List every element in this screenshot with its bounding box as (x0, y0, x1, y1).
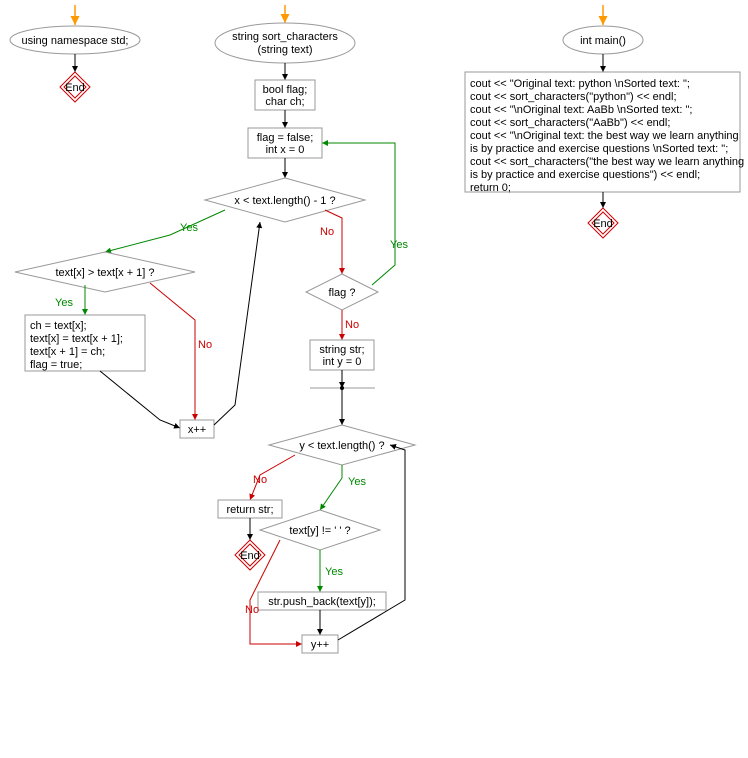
svg-text:return str;: return str; (226, 504, 273, 516)
svg-text:End: End (65, 82, 85, 94)
svg-text:flag = true;: flag = true; (30, 359, 82, 371)
svg-text:y++: y++ (311, 639, 329, 651)
svg-text:Yes: Yes (180, 222, 198, 234)
left-subgraph: using namespace std; End (10, 5, 140, 102)
svg-text:cout << sort_characters("pytho: cout << sort_characters("python") << end… (470, 91, 677, 103)
svg-text:string sort_characters: string sort_characters (232, 31, 338, 43)
svg-text:char ch;: char ch; (265, 96, 304, 108)
svg-text:text[x] > text[x + 1] ?: text[x] > text[x + 1] ? (55, 267, 154, 279)
svg-text:text[y] != ' ' ?: text[y] != ' ' ? (289, 525, 350, 537)
svg-text:flag ?: flag ? (329, 287, 356, 299)
svg-text:End: End (240, 550, 260, 562)
svg-text:Yes: Yes (348, 476, 366, 488)
svg-text:text[x] = text[x + 1];: text[x] = text[x + 1]; (30, 333, 123, 345)
svg-text:cout << "\nOriginal text: AaBb: cout << "\nOriginal text: AaBb \nSorted … (470, 104, 692, 116)
svg-text:cout << "\nOriginal text: the: cout << "\nOriginal text: the best way w… (470, 130, 739, 142)
svg-text:is by practice and exercise qu: is by practice and exercise questions \n… (470, 143, 728, 155)
svg-text:y < text.length() ?: y < text.length() ? (299, 440, 384, 452)
right-subgraph: int main() cout << "Original text: pytho… (465, 5, 744, 238)
svg-text:(string text): (string text) (257, 44, 312, 56)
svg-text:string str;: string str; (319, 344, 364, 356)
svg-text:int y = 0: int y = 0 (323, 356, 362, 368)
svg-text:No: No (320, 226, 334, 238)
left-end-node: End (60, 72, 90, 102)
center-end-node: End (235, 540, 265, 570)
svg-text:int x = 0: int x = 0 (266, 144, 305, 156)
svg-text:x++: x++ (188, 424, 206, 436)
svg-text:Yes: Yes (325, 566, 343, 578)
svg-text:Yes: Yes (390, 239, 408, 251)
right-end-node: End (588, 208, 618, 238)
svg-text:flag = false;: flag = false; (257, 132, 314, 144)
svg-text:End: End (593, 218, 613, 230)
svg-text:No: No (345, 319, 359, 331)
svg-text:is by practice and exercise qu: is by practice and exercise questions") … (470, 169, 700, 181)
svg-text:return 0;: return 0; (470, 182, 511, 194)
svg-text:int main(): int main() (580, 35, 626, 47)
svg-text:No: No (253, 474, 267, 486)
svg-text:No: No (198, 339, 212, 351)
svg-text:str.push_back(text[y]);: str.push_back(text[y]); (268, 596, 376, 608)
svg-text:ch = text[x];: ch = text[x]; (30, 320, 87, 332)
svg-text:cout << "Original text: python: cout << "Original text: python \nSorted … (470, 78, 690, 90)
svg-text:x < text.length() - 1 ?: x < text.length() - 1 ? (234, 195, 335, 207)
svg-text:bool flag;: bool flag; (263, 84, 308, 96)
svg-text:No: No (245, 604, 259, 616)
svg-text:text[x + 1] = ch;: text[x + 1] = ch; (30, 346, 105, 358)
svg-text:cout << sort_characters("AaBb": cout << sort_characters("AaBb") << endl; (470, 117, 670, 129)
svg-text:Yes: Yes (55, 297, 73, 309)
flowchart-canvas: using namespace std; End string sort_cha… (0, 0, 748, 758)
left-start-label: using namespace std; (21, 35, 128, 47)
svg-text:cout << sort_characters("the b: cout << sort_characters("the best way we… (470, 156, 744, 168)
